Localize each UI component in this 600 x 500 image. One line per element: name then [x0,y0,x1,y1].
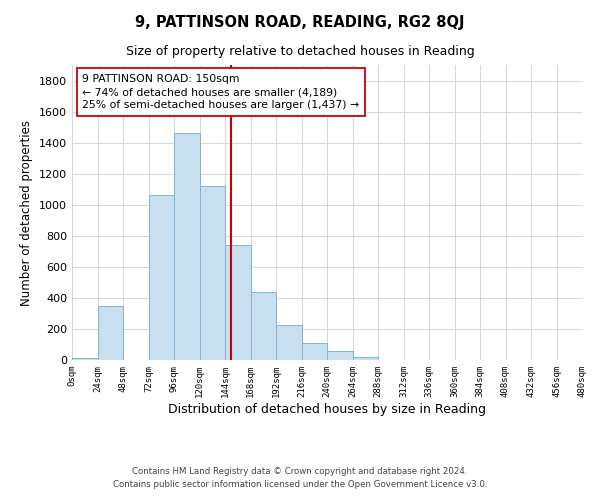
X-axis label: Distribution of detached houses by size in Reading: Distribution of detached houses by size … [168,402,486,415]
Bar [149,196,174,360]
Bar [97,306,123,360]
Text: Size of property relative to detached houses in Reading: Size of property relative to detached ho… [125,45,475,58]
Bar [174,134,199,360]
Bar [72,358,97,360]
Text: Contains HM Land Registry data © Crown copyright and database right 2024.
Contai: Contains HM Land Registry data © Crown c… [113,468,487,489]
Y-axis label: Number of detached properties: Number of detached properties [20,120,34,306]
Bar [302,343,327,360]
Bar [199,186,225,360]
Bar [353,357,378,360]
Text: 9 PATTINSON ROAD: 150sqm
← 74% of detached houses are smaller (4,189)
25% of sem: 9 PATTINSON ROAD: 150sqm ← 74% of detach… [82,74,359,110]
Bar [327,352,353,360]
Text: 9, PATTINSON ROAD, READING, RG2 8QJ: 9, PATTINSON ROAD, READING, RG2 8QJ [135,15,465,30]
Bar [276,325,302,360]
Bar [225,245,251,360]
Bar [251,292,276,360]
